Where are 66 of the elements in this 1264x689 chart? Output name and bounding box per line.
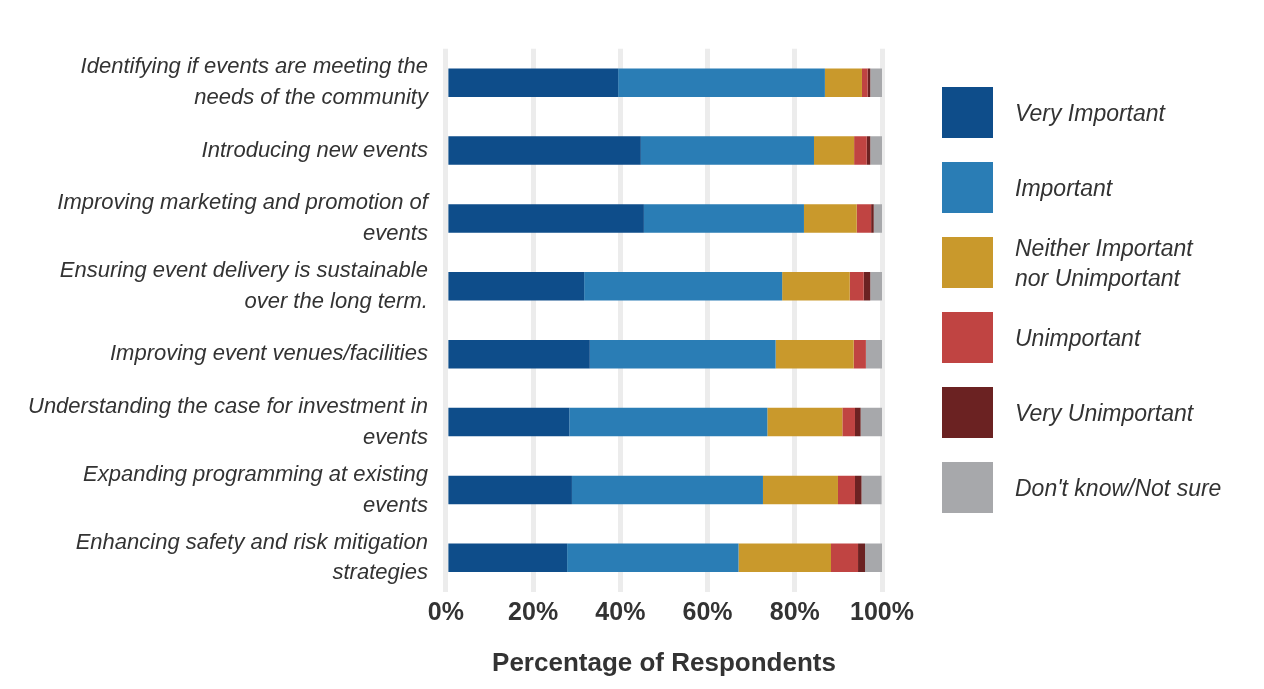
bar	[448, 68, 619, 97]
bar	[448, 543, 568, 573]
x-axis-title: Percentage of Respondents	[492, 646, 836, 677]
bar	[861, 475, 882, 505]
bar	[870, 272, 883, 301]
bar	[448, 339, 590, 369]
y-tick-label: Improving marketing and promotion of events	[57, 189, 431, 246]
x-tick-label: 40%	[595, 596, 646, 625]
bar	[863, 272, 871, 301]
bar	[858, 543, 866, 573]
bar	[854, 136, 867, 165]
x-tick-label: 100%	[850, 596, 915, 625]
legend-label: Important	[1015, 173, 1113, 203]
legend-label: Unimportant	[1015, 323, 1141, 353]
bar	[873, 204, 883, 233]
legend-label: Very Important	[1015, 98, 1165, 128]
bar	[856, 204, 872, 233]
bar	[854, 475, 862, 505]
bar	[870, 68, 883, 97]
bar	[813, 136, 855, 165]
bar	[861, 68, 868, 97]
bar	[567, 543, 739, 573]
bar	[775, 339, 854, 369]
bar	[849, 272, 864, 301]
bar	[831, 543, 859, 573]
legend-label: Don't know/Not sure	[1015, 473, 1222, 503]
bar	[448, 136, 641, 165]
bar	[448, 407, 570, 437]
bar	[589, 339, 776, 369]
bar	[865, 543, 883, 573]
x-tick-label: 80%	[769, 596, 820, 625]
bar	[803, 204, 857, 233]
x-tick-label: 20%	[508, 596, 559, 625]
bar	[767, 407, 843, 437]
bar	[448, 475, 572, 505]
y-tick-label: Expanding programming at existing events	[83, 460, 429, 517]
y-tick-label: Understanding the case for investment in events	[28, 392, 428, 449]
bar	[842, 407, 855, 437]
y-tick-label: Improving event venues/facilities	[109, 340, 428, 366]
bar	[569, 407, 768, 437]
bar	[618, 68, 825, 97]
bar	[854, 407, 861, 437]
bar	[782, 272, 850, 301]
bar	[762, 475, 838, 505]
bar	[871, 204, 874, 233]
bar	[448, 204, 644, 233]
y-tick-label: Enhancing safety and risk mitigation strategies	[75, 528, 428, 585]
bar	[870, 136, 883, 165]
bar	[860, 407, 883, 437]
x-tick-label: 60%	[682, 596, 733, 625]
bar	[853, 339, 866, 369]
y-tick-label: Ensuring event delivery is sustainable over the long term.	[59, 257, 428, 313]
bar	[448, 272, 585, 301]
bar	[738, 543, 831, 573]
x-tick-label: 0%	[427, 596, 464, 625]
y-tick-label: Identifying if events are meeting the needs of the community	[80, 53, 430, 110]
bar	[837, 475, 855, 505]
bar	[865, 339, 883, 369]
bar	[571, 475, 763, 505]
legend-label: Neither Important nor Unimportant	[1015, 233, 1195, 293]
bar	[640, 136, 814, 165]
y-tick-label: Introducing new events	[201, 136, 428, 162]
bar	[584, 272, 783, 301]
bar	[824, 68, 862, 97]
bar	[643, 204, 804, 233]
legend-label: Very Unimportant	[1015, 398, 1194, 428]
